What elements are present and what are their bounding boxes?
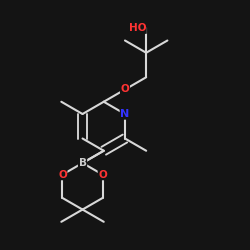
- Text: HO: HO: [129, 23, 146, 33]
- Text: O: O: [98, 170, 107, 180]
- Text: N: N: [120, 109, 130, 119]
- Text: O: O: [58, 170, 67, 180]
- Text: B: B: [78, 158, 86, 168]
- Text: O: O: [120, 84, 129, 94]
